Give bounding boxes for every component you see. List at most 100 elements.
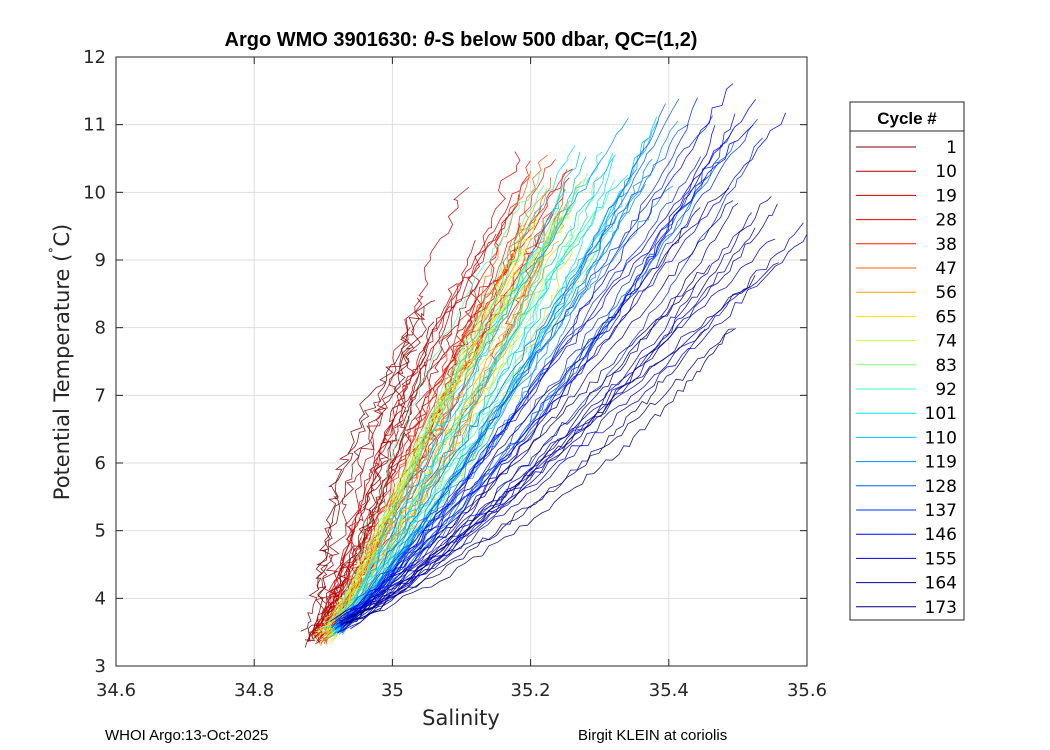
trace-cycle-110 [336,154,616,622]
trace-cycle-173 [340,328,734,631]
legend-label-83: 83 [935,356,957,376]
trace-cycle-28 [311,175,528,634]
y-tick-label: 8 [95,318,106,339]
legend-label-164: 164 [925,574,957,594]
legend-label-110: 110 [925,428,957,448]
legend-label-119: 119 [925,453,957,473]
trace-cycle-28 [314,151,521,638]
trace-cycle-1 [312,300,435,636]
trace-cycle-173 [340,284,696,625]
trace-cycle-146 [337,83,734,634]
legend-items: 1101928384756657483921011101191281371461… [856,138,957,618]
legend-label-28: 28 [935,211,957,231]
y-tick-label: 11 [83,115,106,136]
legend-label-146: 146 [925,525,957,545]
trace-cycle-101 [333,174,628,636]
y-tick-label: 5 [95,521,106,542]
y-tick-label: 7 [95,385,106,406]
y-axis-label-prefix: Potential Temperature ( [50,254,74,501]
footer-right-credit: Birgit KLEIN at coriolis [578,727,727,744]
trace-cycle-110 [342,191,629,629]
trace-cycle-164 [350,200,734,630]
trace-cycle-164 [346,203,778,621]
x-tick-label: 35 [381,680,404,701]
trace-cycle-164 [345,188,730,620]
trace-cycle-155 [341,238,776,634]
trace-cycle-128 [334,124,689,621]
trace-cycle-101 [335,152,614,633]
x-tick-label: 35.2 [511,680,551,701]
trace-cycle-146 [339,99,757,625]
trace-cycle-155 [338,262,779,633]
trace-cycle-128 [334,103,666,630]
trace-cycle-83 [327,172,588,625]
legend: Cycle # 11019283847566574839210111011912… [849,101,965,621]
legend-box [849,101,965,621]
legend-label-74: 74 [935,332,957,352]
trace-cycle-1 [300,349,418,632]
x-axis-label: Salinity [422,706,500,730]
trace-cycle-56 [323,240,559,637]
legend-label-47: 47 [935,259,957,279]
plot-frame [115,56,808,667]
trace-cycle-110 [332,156,587,631]
trace-group [300,83,808,648]
trace-cycle-92 [326,172,540,636]
trace-cycle-74 [318,210,598,646]
legend-label-19: 19 [935,186,957,206]
chart-title: Argo WMO 3901630: θ-S below 500 dbar, QC… [225,29,698,51]
trace-cycle-164 [341,207,701,620]
tick-group: 34.6 34.8 35 35.2 35.4 35.6 3 4 5 6 7 8 9 10 11 12 [83,47,827,701]
trace-cycle-19 [320,186,470,637]
trace-cycle-119 [339,120,679,623]
y-axis-label-suffix: C) [50,224,74,247]
legend-label-65: 65 [935,307,957,327]
title-theta: θ [423,29,434,51]
trace-cycle-128 [339,161,719,627]
legend-label-173: 173 [925,598,957,618]
title-suffix: -S below 500 dbar, QC=(1,2) [435,29,698,51]
legend-label-101: 101 [925,404,957,424]
title-prefix: Argo WMO 3901630: [225,29,424,51]
trace-cycle-155 [336,227,756,625]
trace-cycle-128 [335,140,735,629]
legend-title: Cycle # [877,109,937,128]
x-tick-label: 34.6 [96,680,136,701]
trace-cycle-173 [339,327,736,626]
trace-cycle-74 [327,217,571,638]
trace-cycle-19 [318,233,497,639]
legend-label-10: 10 [935,162,957,182]
footer-left-credit: WHOI Argo:13-Oct-2025 [105,727,268,744]
legend-label-1: 1 [946,138,957,158]
legend-label-155: 155 [925,549,957,569]
trace-cycle-1 [312,327,411,644]
trace-cycle-119 [338,117,629,626]
trace-cycle-10 [304,306,427,642]
trace-cycle-164 [346,202,739,621]
x-tick-label: 34.8 [234,680,274,701]
y-tick-label: 3 [95,656,106,677]
y-tick-label: 9 [95,250,106,271]
trace-cycle-164 [348,196,772,624]
x-tick-label: 35.6 [787,680,827,701]
y-tick-label: 10 [83,182,106,203]
trace-cycle-173 [345,264,711,624]
trace-cycle-155 [344,233,808,626]
trace-cycle-1 [304,321,435,648]
y-tick-label: 12 [83,47,106,68]
legend-label-38: 38 [935,235,957,255]
x-tick-label: 35.4 [649,680,689,701]
y-tick-label: 6 [95,453,106,474]
y-axis-label-degree: ˚ [48,247,65,254]
legend-label-92: 92 [935,380,957,400]
trace-cycle-110 [341,151,581,636]
trace-cycle-74 [313,216,537,641]
trace-cycle-173 [338,275,756,622]
trace-cycle-28 [318,168,573,636]
trace-cycle-137 [338,115,713,625]
trace-cycle-146 [329,112,786,622]
y-tick-label: 4 [95,588,106,609]
y-axis-label: Potential Temperature (˚C) [48,224,74,500]
trace-cycle-101 [331,151,603,627]
